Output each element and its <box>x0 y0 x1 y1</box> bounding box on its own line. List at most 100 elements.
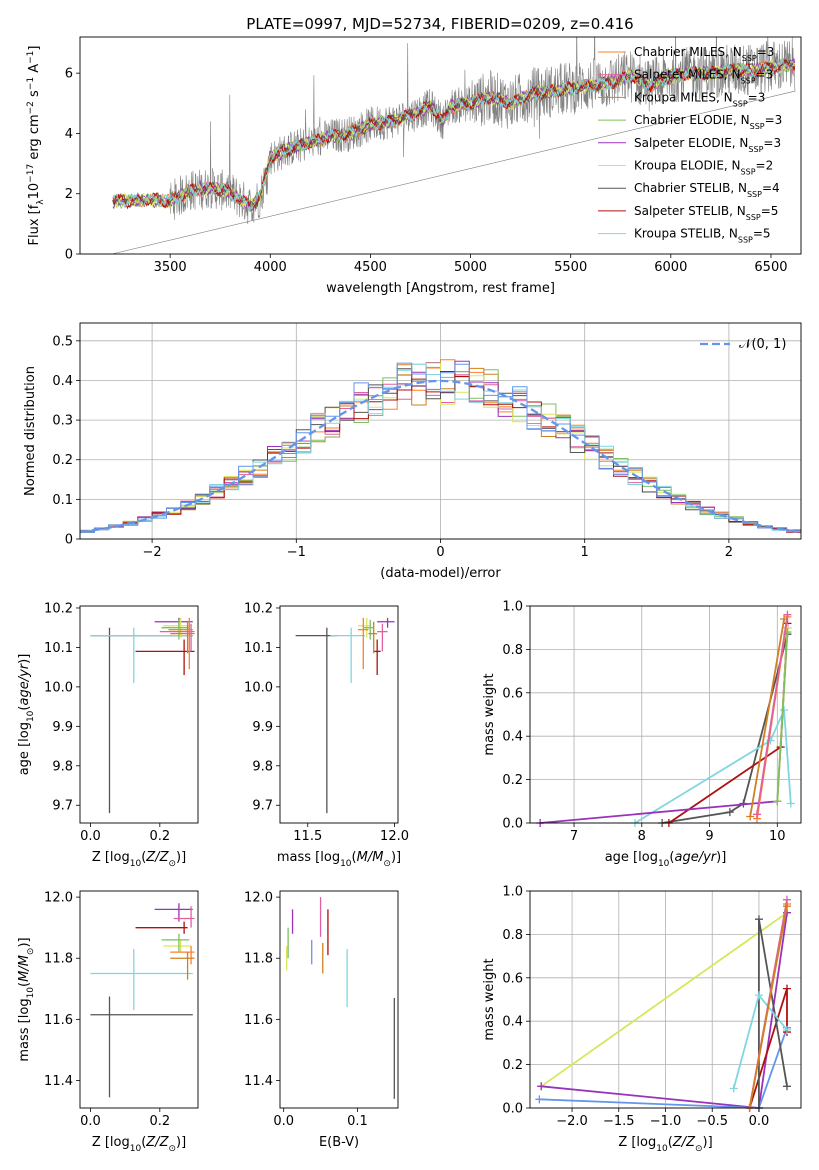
legend-value: =5 <box>753 227 771 241</box>
label-part: −17 <box>26 164 36 183</box>
y-tick-label: 0 <box>65 533 73 548</box>
weight-line <box>540 627 789 824</box>
label-part: M/M <box>357 850 384 865</box>
legend-entry: Salpeter STELIB, NSSP=5 <box>634 204 778 222</box>
y-tick-label: 0.2 <box>502 773 523 788</box>
label-part: ⊙ <box>695 1144 703 1154</box>
label-part: Flux [f <box>27 204 42 245</box>
label-part: )] <box>716 850 726 865</box>
weight-marker <box>754 915 763 924</box>
age_vs_mass-panel: 11.5 12.0 9.7 9.8 9.9 10.0 10.1 10.2 mass [log10… <box>244 601 409 869</box>
y-tick-label: 0.3 <box>52 414 73 429</box>
label-part: 10 <box>130 1144 142 1154</box>
legend-sub: SSP <box>747 190 762 199</box>
label-part: age/yr <box>17 662 32 705</box>
label-part: 10 <box>27 183 42 200</box>
x-tick-label: 12.0 <box>380 829 409 844</box>
y-tick-label: 10.0 <box>44 680 73 695</box>
legend-text: Kroupa ELODIE, N <box>634 159 741 173</box>
axes-frame <box>79 890 199 1109</box>
y-tick-label: 0.6 <box>502 971 523 986</box>
weight-marker <box>780 706 789 715</box>
x-tick-label: 0.2 <box>149 1114 170 1129</box>
label-part: mass [log <box>17 998 32 1061</box>
label-part: s <box>27 90 42 101</box>
x-tick-label: −1.0 <box>650 1114 682 1129</box>
axes-frame <box>279 890 399 1109</box>
weight-marker <box>729 1084 738 1093</box>
legend-entry: 𝒩(0, 1) <box>739 337 786 352</box>
legend-sub: SSP <box>738 235 753 244</box>
weight-line <box>541 912 788 1109</box>
legend-value: =2 <box>756 159 774 173</box>
weight-marker <box>786 799 795 808</box>
y-tick-label: 1.0 <box>502 885 523 900</box>
legend-sub: SSP <box>746 212 761 221</box>
legend-entry: Chabrier MILES, NSSP=3 <box>634 45 774 63</box>
legend-sub: SSP <box>748 144 763 153</box>
y-tick-label: 11.6 <box>44 1013 73 1028</box>
x-tick-label: −0.5 <box>696 1114 728 1129</box>
model-spectrum <box>112 59 796 210</box>
plot-area <box>90 903 195 1098</box>
weight-line <box>668 623 789 824</box>
label-part: Z/Z <box>145 1135 169 1150</box>
x-tick-label: 0.0 <box>273 1114 294 1129</box>
x-tick-label: 6500 <box>754 260 787 275</box>
label-part: mass weight <box>482 958 497 1040</box>
legend-sub: SSP <box>741 167 756 176</box>
label-part: ] <box>27 46 42 51</box>
weight-line <box>756 614 789 815</box>
legend-value: =3 <box>763 136 781 150</box>
weight-marker <box>782 902 791 911</box>
label-part: )] <box>391 850 401 865</box>
gaussian-curve <box>80 379 801 534</box>
axes-frame <box>529 605 802 824</box>
x-tick-label: 4000 <box>254 260 287 275</box>
x-axis-label: (data-model)/error <box>380 566 501 581</box>
y-tick-label: 0.8 <box>502 643 523 658</box>
y-tick-label: 9.8 <box>52 759 73 774</box>
x-tick-label: −2.0 <box>556 1114 588 1129</box>
label-part: ( <box>141 1135 146 1150</box>
weight-marker <box>725 808 734 817</box>
mass_vs_Z-panel: 0.0 0.211.411.611.812.0Z [log10(Z/Z⊙)]mas… <box>17 890 199 1154</box>
plot-area <box>535 895 791 1112</box>
x-tick-label: 6000 <box>654 260 687 275</box>
label-part: −2 <box>26 101 36 114</box>
y-tick-label: 11.8 <box>44 952 73 967</box>
weight-marker <box>537 1082 546 1091</box>
x-axis-label: Z [log10(Z/Z⊙)] <box>92 1135 186 1154</box>
plot-area <box>90 617 195 814</box>
label-part: ( <box>352 850 357 865</box>
y-tick-label: 0.0 <box>502 817 523 832</box>
y-tick-label: 11.8 <box>244 952 273 967</box>
x-tick-label: 9 <box>705 829 713 844</box>
legend-value: =3 <box>748 90 766 104</box>
x-tick-label: 5000 <box>454 260 487 275</box>
x-tick-label: 8 <box>638 829 646 844</box>
label-part: age [log <box>605 850 658 865</box>
label-part: Z/Z <box>145 850 169 865</box>
y-tick-label: 10.2 <box>244 601 273 616</box>
legend-text: Chabrier STELIB, N <box>634 181 747 195</box>
label-part: −1 <box>26 77 36 90</box>
y-tick-label: 0.4 <box>502 1015 523 1030</box>
axes-frame <box>279 605 399 824</box>
label-part: ( <box>668 1135 673 1150</box>
label-part: )] <box>703 1135 713 1150</box>
y-tick-label: 9.8 <box>252 759 273 774</box>
y-tick-label: 12.0 <box>44 891 73 906</box>
x-axis-label: wavelength [Angstrom, rest frame] <box>326 281 555 296</box>
x-tick-label: 0.0 <box>749 1114 770 1129</box>
label-part: M/M <box>17 955 32 982</box>
y-tick-label: 0.4 <box>52 374 73 389</box>
y-tick-label: 9.9 <box>252 720 273 735</box>
weight-marker <box>783 610 792 619</box>
label-part: Z [log <box>92 1135 130 1150</box>
y-tick-label: 0.5 <box>52 334 73 349</box>
spectrum-panel: 3500 4000 4500 5000 5500 6000 6500 0 2 4 6 Chabrier… <box>26 36 802 296</box>
plot-area <box>536 610 795 827</box>
x-tick-label: 5500 <box>554 260 587 275</box>
